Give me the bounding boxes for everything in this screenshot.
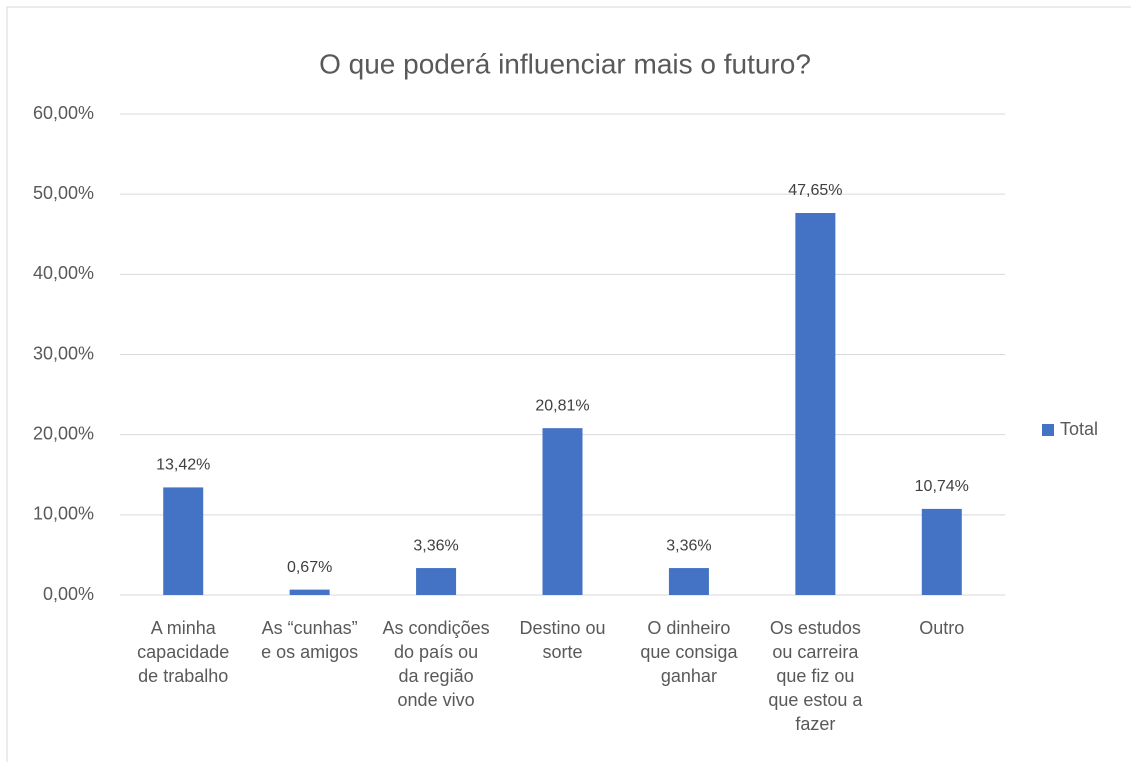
y-tick-label: 40,00%	[33, 263, 94, 283]
y-tick-label: 10,00%	[33, 504, 94, 524]
data-label: 20,81%	[535, 397, 589, 414]
x-tick-label: Outro	[919, 618, 964, 638]
bar	[921, 508, 962, 595]
x-tick-label: Os estudos ou carreira que fiz ou que estou…	[768, 618, 863, 734]
legend-swatch	[1042, 424, 1054, 436]
data-label: 13,42%	[156, 457, 210, 474]
data-label: 3,36%	[413, 537, 458, 554]
data-label: 10,74%	[915, 478, 969, 495]
bar	[795, 213, 836, 595]
bar	[163, 487, 204, 595]
legend-label: Total	[1060, 419, 1098, 439]
y-tick-label: 20,00%	[33, 423, 94, 443]
x-tick-label: A minha capacidade de trabalho	[137, 618, 229, 686]
x-tick-label: O dinheiro que consiga ganhar	[640, 618, 738, 686]
x-tick-label: As “cunhas” e os amigos	[261, 618, 358, 662]
y-tick-label: 30,00%	[33, 343, 94, 363]
y-tick-label: 50,00%	[33, 183, 94, 203]
data-label: 0,67%	[287, 559, 332, 576]
bar	[416, 568, 457, 595]
y-tick-label: 60,00%	[33, 103, 94, 123]
chart-border	[6, 6, 1131, 762]
data-label: 3,36%	[666, 537, 711, 554]
bar	[542, 428, 583, 595]
bar	[668, 568, 709, 595]
x-tick-label: Destino ou sorte	[519, 618, 605, 662]
x-tick-label: As condições do país ou da região onde vivo	[383, 618, 490, 710]
data-label: 47,65%	[788, 182, 842, 199]
y-tick-label: 0,00%	[43, 584, 94, 604]
chart-title: O que poderá influenciar mais o futuro?	[319, 48, 811, 79]
bar	[289, 589, 330, 595]
